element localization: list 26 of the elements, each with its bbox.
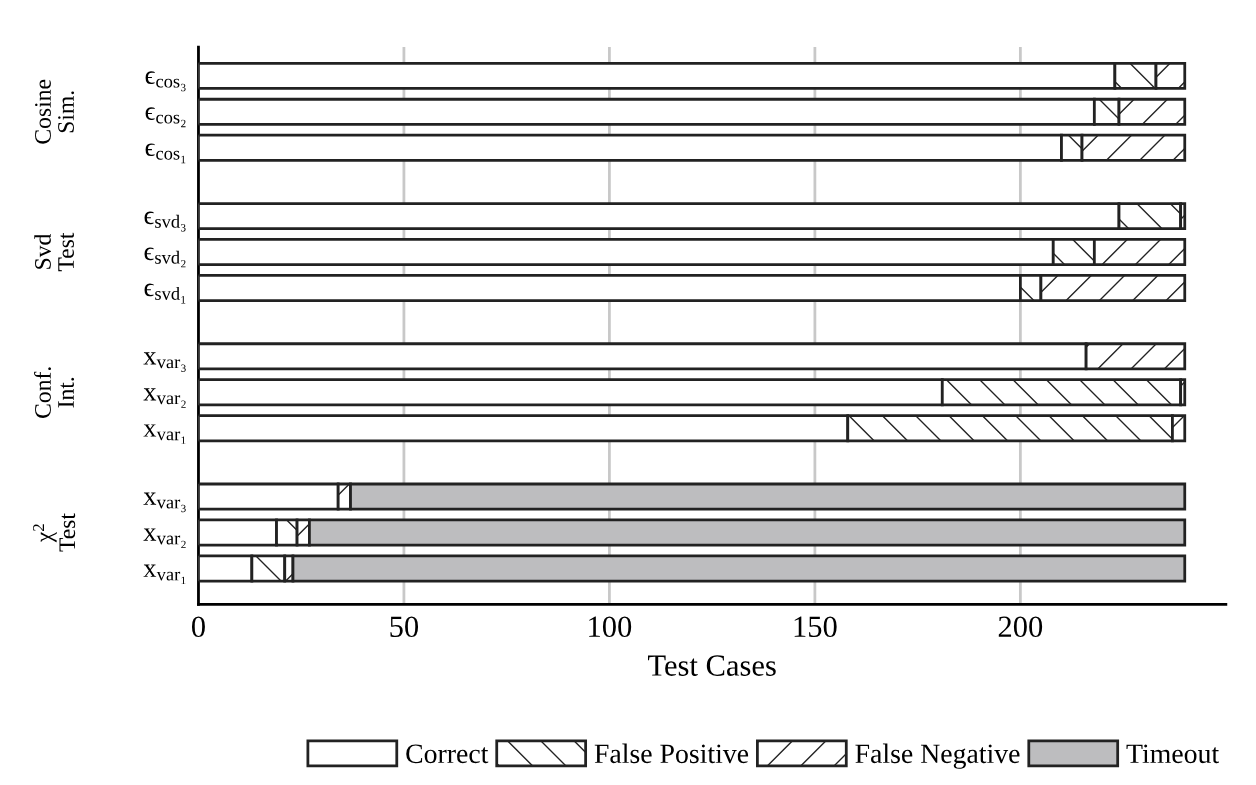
text: Cosine Sim. <box>35 79 75 144</box>
x-tick-label: 200 <box>998 616 1043 638</box>
y-tick-label: ϵ$_{svd₁}$ <box>144 283 186 304</box>
legend-label: Timeout <box>1126 744 1219 764</box>
y-tick-label: x$_{var₂}$ <box>143 528 186 549</box>
y-tick-label: x$_{var₃}$ <box>143 492 186 513</box>
y-tick-label: ϵ$_{cos₂}$ <box>145 107 186 128</box>
x-tick-label: 0 <box>191 616 205 638</box>
y-tick-label: ϵ$_{svd₃}$ <box>144 211 186 232</box>
y-tick-label: ϵ$_{cos₁}$ <box>145 143 186 164</box>
y-tick-label: x$_{var₃}$ <box>143 352 186 372</box>
x-axis-title: Test Cases <box>648 655 776 676</box>
y-tick-label: x$_{var₁}$ <box>143 424 186 444</box>
y-tick-label: ϵ$_{cos₃}$ <box>145 71 186 92</box>
text: Svd Test <box>34 232 74 272</box>
y-tick-label: x$_{var₂}$ <box>143 388 186 408</box>
legend-label: False Negative <box>855 743 1020 769</box>
x-tick-label: 50 <box>390 616 419 638</box>
text: Conf. Int. <box>34 367 75 418</box>
y-tick-label: x$_{var₁}$ <box>143 564 186 585</box>
legend-label: False Positive <box>594 743 749 764</box>
legend-label: Correct <box>406 744 489 764</box>
x-tick-label: 150 <box>794 616 837 638</box>
text: χ$^{2}$ Test <box>33 513 76 552</box>
x-tick-label: 100 <box>589 616 632 638</box>
y-tick-label: ϵ$_{svd₂}$ <box>144 247 186 268</box>
